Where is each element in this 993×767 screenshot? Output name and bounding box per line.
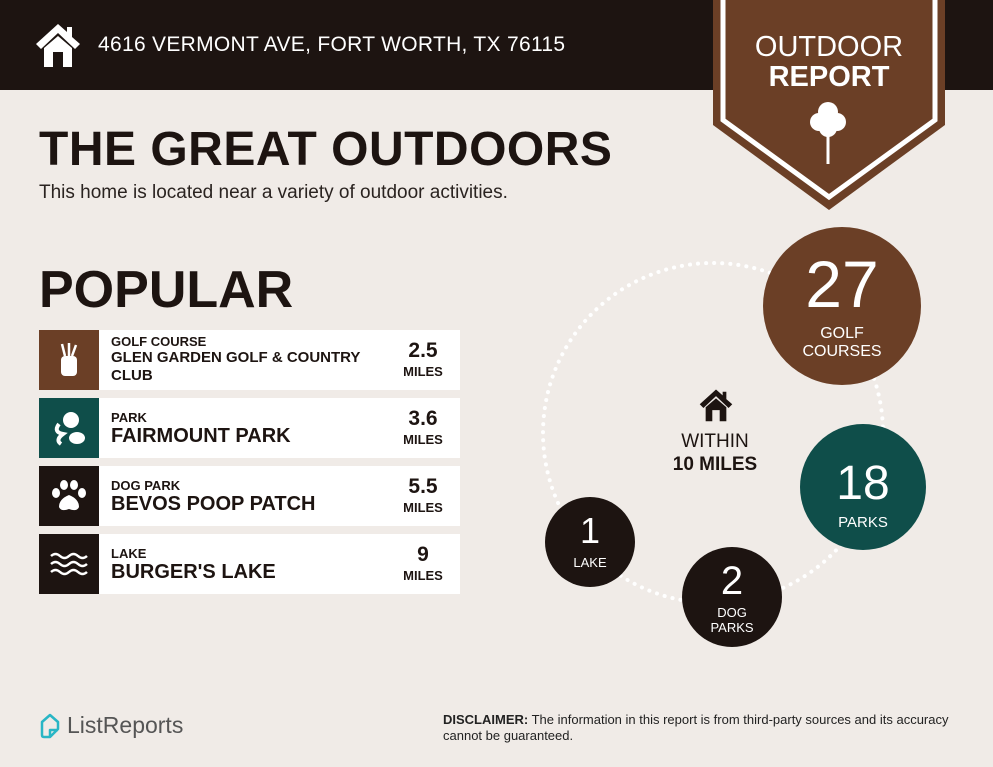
park-icon (39, 398, 99, 458)
category: DOG PARK (111, 478, 181, 493)
label: GOLF (820, 325, 864, 342)
list-item-lake: LAKE BURGER'S LAKE 9 MILES (39, 534, 460, 594)
distance: 5.5 (408, 475, 438, 498)
place-name: BEVOS POOP PATCH (111, 493, 316, 515)
popular-heading: POPULAR (39, 261, 294, 319)
page-subtitle: This home is located near a variety of o… (39, 182, 508, 203)
label: COURSES (802, 343, 882, 360)
page-title: THE GREAT OUTDOORS (39, 123, 613, 176)
list-item-dog-park: DOG PARK BEVOS POOP PATCH 5.5 MILES (39, 466, 460, 526)
home-icon (699, 389, 733, 422)
within-radius: WITHIN 10 MILES (640, 430, 790, 476)
within-label: WITHIN (681, 431, 749, 452)
home-icon (36, 24, 80, 67)
category: GOLF COURSE (111, 334, 207, 349)
parks-count-bubble: 18 PARKS (800, 424, 926, 550)
list-item-golf: GOLF COURSE GLEN GARDEN GOLF & COUNTRY C… (39, 330, 460, 390)
unit: MILES (403, 568, 443, 583)
count: 2 (720, 559, 744, 603)
lake-count-bubble: 1 LAKE (545, 497, 635, 587)
label: PARKS (710, 620, 754, 635)
logo-text: ListReports (67, 712, 184, 738)
distance: 9 (417, 543, 429, 566)
dog-parks-count-bubble: 2 DOG PARKS (682, 547, 782, 647)
category: LAKE (111, 546, 147, 561)
disclaimer-text: The information in this report is from t… (443, 712, 949, 743)
address: 4616 VERMONT AVE, FORT WORTH, TX 76115 (98, 33, 566, 56)
waves-icon (39, 534, 99, 594)
unit: MILES (403, 432, 443, 447)
count: 1 (579, 510, 601, 551)
category: PARK (111, 410, 147, 425)
count: 27 (805, 247, 879, 321)
disclaimer-label: DISCLAIMER: (443, 712, 529, 727)
unit: MILES (403, 500, 443, 515)
list-item-park: PARK FAIRMOUNT PARK 3.6 MILES (39, 398, 460, 458)
label: LAKE (573, 555, 607, 570)
label: DOG (717, 605, 747, 620)
distance: 2.5 (408, 339, 438, 362)
radius-label: 10 MILES (672, 454, 758, 475)
badge-line1: OUTDOOR (754, 31, 904, 63)
disclaimer: DISCLAIMER: The information in this repo… (443, 712, 963, 744)
unit: MILES (403, 364, 443, 379)
badge-line2: REPORT (768, 61, 890, 93)
label: PARKS (838, 514, 888, 531)
golf-count-bubble: 27 GOLF COURSES (763, 227, 921, 385)
count: 18 (836, 457, 890, 510)
listreports-logo-icon (40, 713, 60, 738)
place-name: BURGER'S LAKE (111, 561, 276, 583)
place-name: GLEN GARDEN GOLF & COUNTRY CLUB (111, 349, 361, 384)
golf-bag-icon (39, 330, 99, 390)
paw-icon (39, 466, 99, 526)
listreports-logo: ListReports (39, 712, 183, 739)
distance: 3.6 (408, 407, 438, 430)
place-name: FAIRMOUNT PARK (111, 425, 291, 447)
tree-icon (810, 102, 846, 164)
